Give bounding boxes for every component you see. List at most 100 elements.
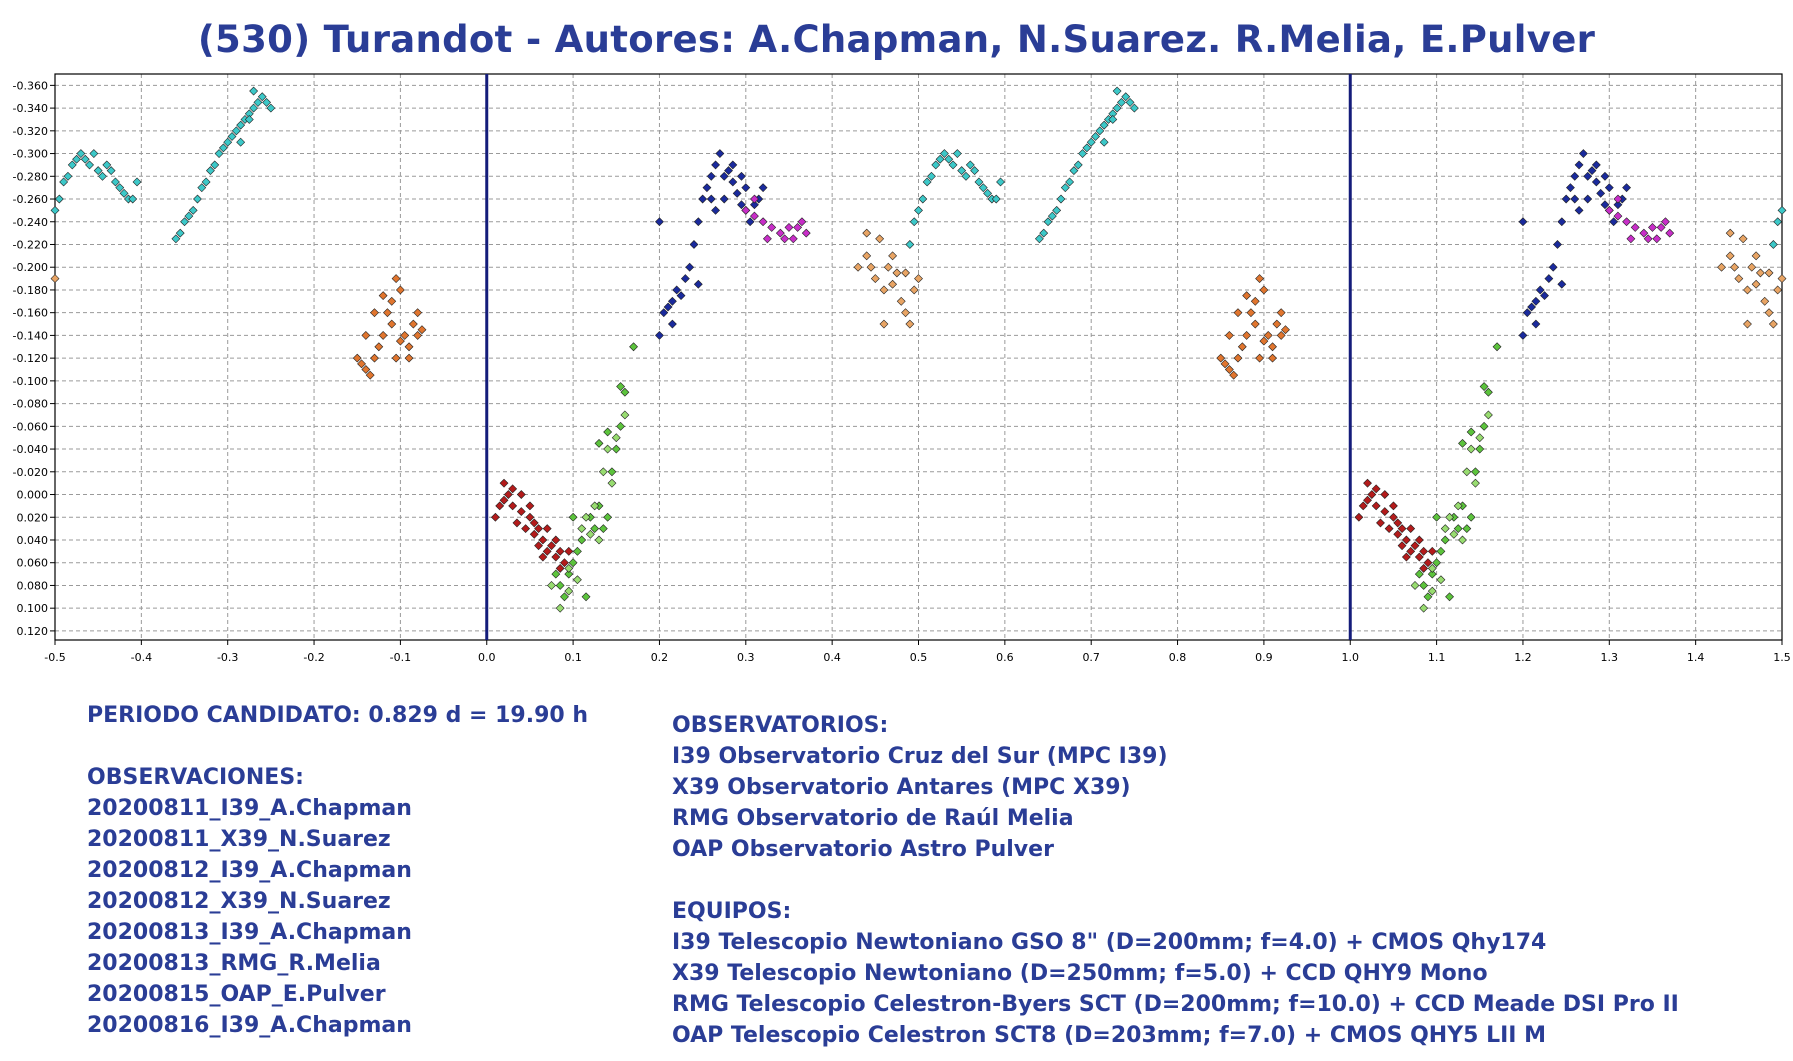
data-point-green: [603, 512, 613, 522]
data-point-darkblue: [1583, 194, 1593, 204]
data-point-cyan: [227, 132, 237, 141]
data-point-darkred: [564, 546, 574, 556]
data-point-green: [568, 512, 578, 522]
data-point-darkblue: [1531, 319, 1541, 329]
data-point-cyan: [1073, 160, 1083, 170]
data-point-green: [1479, 382, 1489, 391]
data-point-magenta: [784, 223, 794, 232]
data-point-lightorange: [1773, 285, 1783, 295]
data-point-cyan: [197, 183, 207, 193]
data-point-green: [629, 342, 638, 352]
data-point-lightorange: [1764, 268, 1774, 278]
data-point-orange: [1255, 353, 1265, 363]
data-point-green: [598, 524, 608, 534]
data-point-cyan: [115, 183, 125, 193]
data-point-darkred: [508, 484, 518, 494]
data-point-orange: [357, 359, 366, 369]
data-point-darkred: [495, 501, 505, 511]
data-point-cyan: [1060, 183, 1070, 193]
data-point-darkblue: [1591, 177, 1601, 187]
x-tick-label: 0.3: [737, 651, 755, 664]
data-point-lightorange: [1738, 234, 1748, 244]
data-point-lightorange: [901, 308, 910, 318]
data-point-darkred: [555, 546, 565, 556]
data-point-lightorange: [862, 251, 872, 261]
observation-entry: 20200816_I39_A.Chapman: [87, 1013, 412, 1038]
observation-entry: 20200811_I39_A.Chapman: [87, 796, 412, 821]
data-point-darkblue: [715, 149, 725, 158]
data-point-cyan: [1099, 137, 1109, 147]
data-point-darkred: [1419, 546, 1429, 556]
data-point-cyan: [257, 92, 267, 102]
x-tick-label: 0.8: [1169, 651, 1187, 664]
data-point-darkblue: [1540, 291, 1549, 301]
data-point-darkred: [499, 495, 509, 505]
data-point-orange: [1246, 308, 1256, 318]
data-point-green: [616, 382, 626, 391]
data-point-lightorange: [1760, 296, 1770, 306]
data-point-darkred: [503, 490, 513, 499]
data-point-cyan: [965, 160, 975, 170]
data-point-cyan: [974, 177, 984, 187]
y-tick-label: -0.300: [13, 148, 48, 161]
data-point-cyan: [214, 149, 224, 158]
data-point-cyan: [236, 120, 246, 130]
y-tick-label: 0.020: [17, 511, 49, 524]
data-point-darkred: [1397, 524, 1407, 534]
data-point-cyan: [1777, 205, 1787, 215]
data-point-orange: [1220, 359, 1230, 369]
observatory-entry: X39 Observatorio Antares (MPC X39): [672, 775, 1131, 800]
tick-labels: -0.360 -0.340 -0.320 -0.300 -0.280 -0.260 -0.2…: [13, 79, 1791, 664]
data-point-magenta: [1639, 228, 1649, 238]
data-point-orange: [1237, 342, 1247, 352]
data-point-cyan: [206, 166, 215, 176]
data-point-cyan: [266, 103, 276, 113]
y-tick-label: 0.120: [17, 625, 49, 638]
equipment-entry: OAP Telescopio Celestron SCT8 (D=203mm; …: [672, 1023, 1547, 1048]
data-point-darkblue: [1609, 217, 1619, 227]
x-tick-label: 1.2: [1514, 651, 1532, 664]
data-point-lightorange: [875, 234, 885, 244]
data-point-lightgreen: [620, 410, 630, 420]
y-tick-label: 0.100: [17, 602, 49, 615]
data-point-darkred: [1397, 541, 1407, 551]
data-point-lightorange: [1751, 279, 1761, 289]
data-point-green: [1440, 535, 1450, 545]
data-point-lightgreen: [611, 433, 621, 443]
data-point-lightgreen: [1427, 563, 1437, 573]
data-point-magenta: [1613, 194, 1623, 204]
data-point-orange: [1233, 308, 1243, 318]
lightcurve-chart: -0.360 -0.340 -0.320 -0.300 -0.280 -0.260 -0.2…: [13, 73, 1791, 664]
x-tick-label: 1.4: [1687, 651, 1705, 664]
data-point-cyan: [1065, 177, 1075, 187]
data-point-cyan: [944, 154, 954, 164]
data-point-orange: [1259, 336, 1269, 346]
data-point-cyan: [1129, 103, 1139, 113]
data-point-darkblue: [689, 240, 699, 249]
data-point-darkred: [516, 490, 526, 499]
left-info-panel: PERIODO CANDIDATO: 0.829 d = 19.90 h OBS…: [87, 700, 588, 1041]
data-point-green: [611, 444, 621, 454]
data-point-cyan: [249, 86, 259, 96]
data-point-green: [1466, 427, 1476, 437]
data-point-lightgreen: [594, 535, 604, 545]
data-point-orange: [352, 353, 362, 363]
data-point-darkred: [512, 518, 522, 528]
data-point-orange: [1224, 365, 1234, 374]
data-point-cyan: [914, 205, 923, 215]
data-point-cyan: [63, 171, 73, 181]
data-point-darkblue: [706, 171, 716, 181]
chart-axes: [50, 73, 1783, 645]
data-point-lightgreen: [555, 603, 565, 613]
observatory-entry: RMG Observatorio de Raúl Melia: [672, 806, 1074, 831]
data-point-darkblue: [1574, 205, 1584, 215]
data-point-darkblue: [706, 194, 716, 204]
data-point-darkblue: [732, 188, 742, 198]
data-point-darkred: [1414, 535, 1424, 545]
data-point-lightorange: [1743, 285, 1752, 295]
data-point-magenta: [1652, 234, 1662, 244]
data-point-darkblue: [1544, 274, 1554, 284]
data-point-darkred: [1371, 484, 1381, 494]
data-point-cyan: [931, 160, 941, 170]
plot-frame: [54, 73, 1783, 641]
